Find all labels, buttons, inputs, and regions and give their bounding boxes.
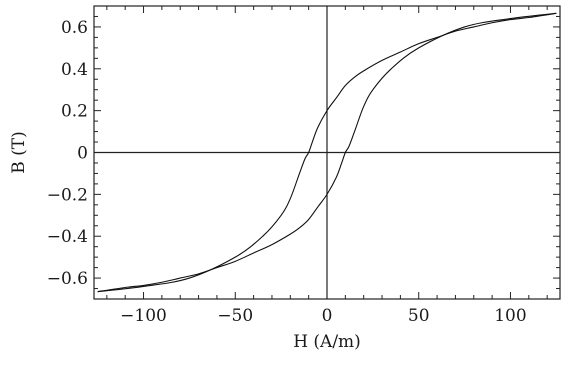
y-tick-label: −0.2 — [47, 185, 88, 205]
y-tick-label: 0 — [77, 144, 88, 164]
y-axis-title: B (T) — [9, 131, 29, 174]
y-tick-label: 0.6 — [61, 18, 88, 38]
hysteresis-branch-1 — [97, 12, 557, 293]
curves-layer — [97, 12, 557, 293]
x-tick-label: −50 — [217, 306, 253, 326]
zero-lines-layer — [94, 6, 560, 299]
y-tick-label: −0.4 — [47, 227, 88, 247]
y-tick-label: 0.4 — [61, 60, 88, 80]
x-tick-label: 0 — [322, 306, 333, 326]
x-tick-label: 100 — [494, 306, 526, 326]
y-tick-label: −0.6 — [47, 269, 88, 289]
x-tick-label: 50 — [408, 306, 430, 326]
plot-frame — [93, 5, 561, 300]
x-tick-label: −100 — [120, 306, 167, 326]
x-axis-title: H (A/m) — [293, 332, 361, 352]
tick-labels-layer: −100 −50 0 50 100 −0.6 −0.4 −0.2 0 0.2 0.4 0.6 — [47, 18, 527, 326]
y-tick-label: 0.2 — [61, 102, 88, 122]
hysteresis-branch-2 — [97, 12, 557, 293]
